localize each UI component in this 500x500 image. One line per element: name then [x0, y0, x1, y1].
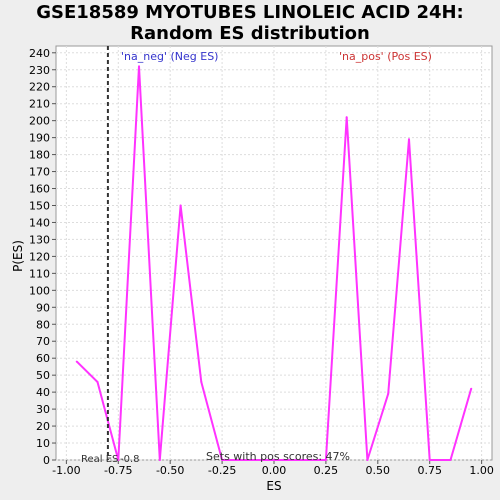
data-point — [158, 459, 161, 461]
y-tick-label: 230 — [29, 64, 50, 77]
es-distribution-line — [76, 65, 473, 461]
y-tick-label: 180 — [29, 149, 50, 162]
series-layer — [75, 65, 473, 461]
y-tick-label: 20 — [36, 420, 50, 433]
data-point — [449, 459, 452, 461]
data-point — [117, 459, 120, 461]
y-tick-label: 0 — [43, 454, 50, 467]
footer-pos-scores: Sets with pos scores: 47% — [206, 450, 350, 463]
y-tick-label: 190 — [29, 132, 50, 145]
y-tick-label: 120 — [29, 250, 50, 263]
data-point — [96, 380, 99, 383]
x-axis: -1.00 -0.75 -0.50 -0.25 0.00 0.25 0.50 0.75 1.00 — [52, 460, 494, 477]
x-tick-label: -1.00 — [52, 464, 80, 477]
data-point — [179, 204, 182, 207]
data-point — [428, 459, 431, 461]
y-tick-label: 160 — [29, 183, 50, 196]
data-point — [407, 138, 410, 141]
y-tick-label: 80 — [36, 318, 50, 331]
data-point — [221, 459, 224, 461]
legend-neg: 'na_neg' (Neg ES) — [121, 50, 218, 63]
y-tick-label: 50 — [36, 369, 50, 382]
y-tick-label: 220 — [29, 81, 50, 94]
y-tick-label: 60 — [36, 352, 50, 365]
data-point — [262, 459, 265, 461]
chart-title-line-2: Random ES distribution — [130, 23, 370, 44]
data-point — [345, 116, 348, 119]
y-tick-label: 210 — [29, 98, 50, 111]
x-tick-label: 0.75 — [417, 464, 442, 477]
grid-lines — [56, 46, 492, 461]
y-axis-title: P(ES) — [11, 240, 25, 272]
data-point — [75, 360, 78, 363]
x-tick-label: -0.75 — [104, 464, 132, 477]
data-point — [304, 459, 307, 461]
y-tick-label: 150 — [29, 199, 50, 212]
chart-title: GSE18589 MYOTUBES LINOLEIC ACID 24H: Ran… — [0, 2, 500, 44]
real-es-label: Real ES — [81, 454, 118, 465]
y-tick-label: 110 — [29, 267, 50, 280]
chart-title-line-1: GSE18589 MYOTUBES LINOLEIC ACID 24H: — [36, 2, 464, 23]
y-tick-label: 90 — [36, 301, 50, 314]
data-point — [200, 380, 203, 383]
y-axis: 0 10 20 30 40 50 60 70 80 90 100 110 120 130 140 150 160… — [29, 47, 56, 467]
x-axis-title: ES — [266, 479, 281, 493]
data-point — [241, 459, 244, 461]
data-point — [387, 392, 390, 395]
data-point — [324, 459, 327, 461]
y-tick-label: 240 — [29, 47, 50, 60]
y-tick-label: 170 — [29, 166, 50, 179]
y-tick-label: 70 — [36, 335, 50, 348]
real-es-value: -0.8 — [120, 454, 140, 465]
y-tick-label: 40 — [36, 386, 50, 399]
data-point — [366, 459, 369, 461]
y-tick-label: 10 — [36, 437, 50, 450]
y-tick-label: 30 — [36, 403, 50, 416]
data-point — [283, 459, 286, 461]
legend-pos: 'na_pos' (Pos ES) — [339, 50, 432, 63]
y-tick-label: 140 — [29, 216, 50, 229]
x-tick-label: 1.00 — [469, 464, 494, 477]
data-point — [138, 65, 141, 68]
y-tick-label: 130 — [29, 233, 50, 246]
x-tick-label: -0.25 — [208, 464, 236, 477]
data-point — [470, 387, 473, 390]
x-tick-label: 0.25 — [314, 464, 339, 477]
y-tick-label: 100 — [29, 284, 50, 297]
x-tick-label: 0.00 — [262, 464, 287, 477]
x-tick-label: -0.50 — [156, 464, 184, 477]
x-tick-label: 0.50 — [366, 464, 391, 477]
y-tick-label: 200 — [29, 115, 50, 128]
